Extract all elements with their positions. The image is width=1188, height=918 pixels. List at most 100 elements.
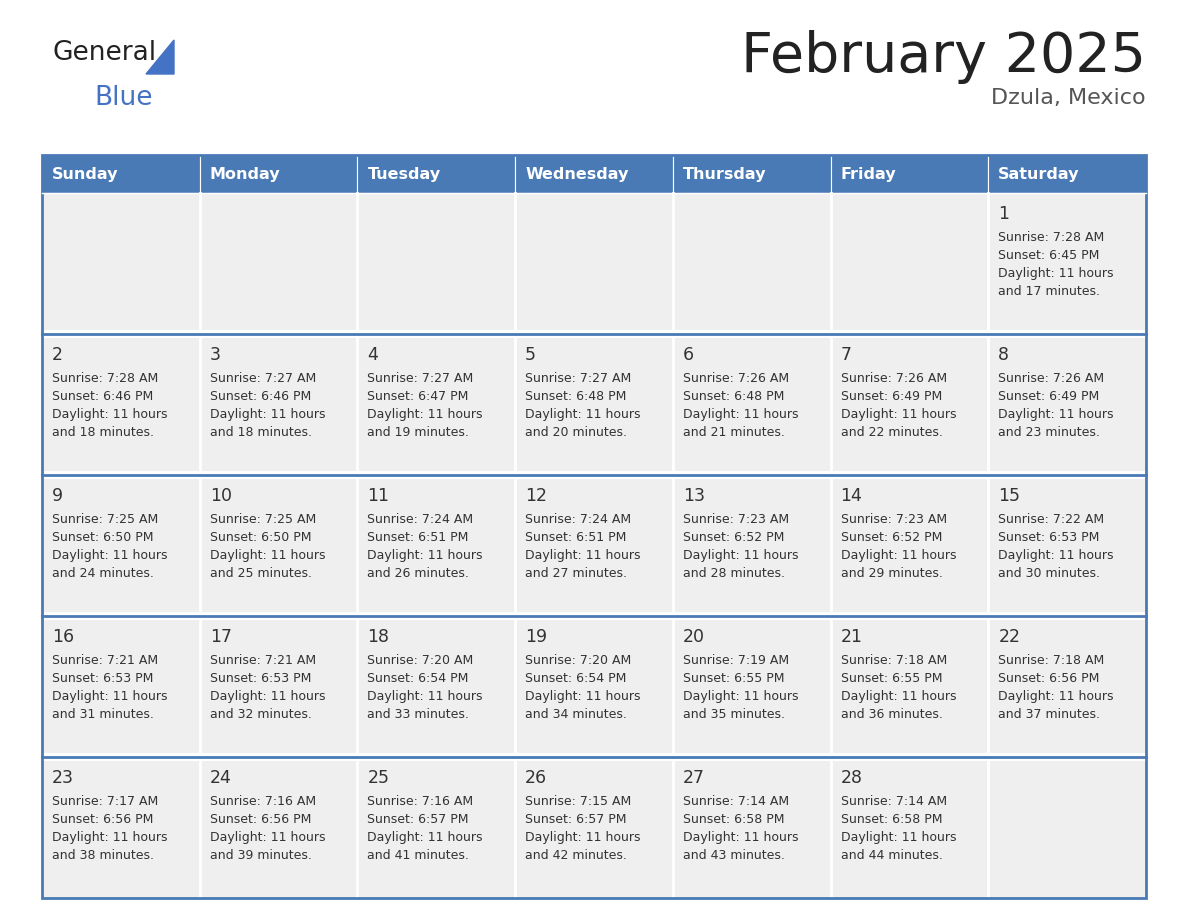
Text: and 35 minutes.: and 35 minutes. [683,708,785,721]
Text: Sunrise: 7:25 AM: Sunrise: 7:25 AM [52,513,158,526]
Bar [42,471,1146,479]
Bar [516,155,672,193]
Text: 26: 26 [525,769,548,787]
Text: 20: 20 [683,628,704,646]
Text: and 43 minutes.: and 43 minutes. [683,849,785,862]
Text: Sunset: 6:52 PM: Sunset: 6:52 PM [841,531,942,544]
Text: Daylight: 11 hours: Daylight: 11 hours [998,267,1114,280]
Text: Daylight: 11 hours: Daylight: 11 hours [683,549,798,562]
Text: Daylight: 11 hours: Daylight: 11 hours [525,831,640,844]
Bar [42,330,1146,338]
Bar [516,334,672,475]
Text: February 2025: February 2025 [741,30,1146,84]
Text: and 42 minutes.: and 42 minutes. [525,849,627,862]
Text: 18: 18 [367,628,390,646]
Text: 11: 11 [367,487,390,505]
Bar [516,757,672,898]
Text: Sunset: 6:56 PM: Sunset: 6:56 PM [998,672,1100,685]
Text: Sunset: 6:57 PM: Sunset: 6:57 PM [367,813,469,826]
Text: Sunday: Sunday [52,166,119,182]
Text: 24: 24 [210,769,232,787]
Bar [42,475,200,616]
Text: and 30 minutes.: and 30 minutes. [998,567,1100,580]
Text: 21: 21 [841,628,862,646]
Text: Sunrise: 7:27 AM: Sunrise: 7:27 AM [525,372,631,385]
Text: Sunrise: 7:25 AM: Sunrise: 7:25 AM [210,513,316,526]
Text: Daylight: 11 hours: Daylight: 11 hours [841,408,956,421]
Text: Dzula, Mexico: Dzula, Mexico [991,88,1146,108]
Text: 28: 28 [841,769,862,787]
Bar [42,612,1146,620]
Text: and 33 minutes.: and 33 minutes. [367,708,469,721]
Text: Daylight: 11 hours: Daylight: 11 hours [52,690,168,703]
Text: Sunrise: 7:21 AM: Sunrise: 7:21 AM [52,654,158,667]
Text: Sunrise: 7:24 AM: Sunrise: 7:24 AM [525,513,631,526]
Text: Sunrise: 7:27 AM: Sunrise: 7:27 AM [367,372,474,385]
Text: 22: 22 [998,628,1020,646]
Text: Daylight: 11 hours: Daylight: 11 hours [367,408,484,421]
Text: Daylight: 11 hours: Daylight: 11 hours [525,408,640,421]
Text: and 39 minutes.: and 39 minutes. [210,849,311,862]
Text: Daylight: 11 hours: Daylight: 11 hours [52,408,168,421]
Text: Sunset: 6:48 PM: Sunset: 6:48 PM [525,390,626,403]
Bar [358,193,516,334]
Bar [830,475,988,616]
Bar [516,475,672,616]
Text: Daylight: 11 hours: Daylight: 11 hours [841,690,956,703]
Text: Sunset: 6:53 PM: Sunset: 6:53 PM [210,672,311,685]
Text: Sunrise: 7:24 AM: Sunrise: 7:24 AM [367,513,474,526]
Text: and 26 minutes.: and 26 minutes. [367,567,469,580]
Text: and 25 minutes.: and 25 minutes. [210,567,311,580]
Text: and 37 minutes.: and 37 minutes. [998,708,1100,721]
Text: Sunset: 6:47 PM: Sunset: 6:47 PM [367,390,469,403]
Text: and 18 minutes.: and 18 minutes. [52,426,154,439]
Text: Sunset: 6:50 PM: Sunset: 6:50 PM [52,531,153,544]
Text: Sunrise: 7:26 AM: Sunrise: 7:26 AM [683,372,789,385]
Text: and 27 minutes.: and 27 minutes. [525,567,627,580]
Text: 2: 2 [52,346,63,364]
Text: and 28 minutes.: and 28 minutes. [683,567,785,580]
Text: Daylight: 11 hours: Daylight: 11 hours [210,831,326,844]
Bar [358,616,516,757]
Text: Blue: Blue [94,85,152,111]
Text: Sunset: 6:51 PM: Sunset: 6:51 PM [367,531,469,544]
Text: 7: 7 [841,346,852,364]
Text: Sunrise: 7:23 AM: Sunrise: 7:23 AM [683,513,789,526]
Text: and 38 minutes.: and 38 minutes. [52,849,154,862]
Text: 13: 13 [683,487,704,505]
Text: Sunset: 6:57 PM: Sunset: 6:57 PM [525,813,626,826]
Bar [42,757,200,898]
Text: Monday: Monday [210,166,280,182]
Text: Sunset: 6:54 PM: Sunset: 6:54 PM [367,672,469,685]
Bar [830,334,988,475]
Text: Daylight: 11 hours: Daylight: 11 hours [998,549,1114,562]
Text: Sunset: 6:48 PM: Sunset: 6:48 PM [683,390,784,403]
Text: Thursday: Thursday [683,166,766,182]
Text: and 23 minutes.: and 23 minutes. [998,426,1100,439]
Text: and 31 minutes.: and 31 minutes. [52,708,154,721]
Text: Sunset: 6:52 PM: Sunset: 6:52 PM [683,531,784,544]
Text: and 20 minutes.: and 20 minutes. [525,426,627,439]
Text: General: General [52,40,156,66]
Text: 17: 17 [210,628,232,646]
Text: and 32 minutes.: and 32 minutes. [210,708,311,721]
Text: Sunrise: 7:28 AM: Sunrise: 7:28 AM [52,372,158,385]
Bar [672,757,830,898]
Text: Sunset: 6:53 PM: Sunset: 6:53 PM [998,531,1100,544]
Text: and 17 minutes.: and 17 minutes. [998,285,1100,298]
Text: Sunset: 6:58 PM: Sunset: 6:58 PM [841,813,942,826]
Bar [988,475,1146,616]
Text: Sunrise: 7:19 AM: Sunrise: 7:19 AM [683,654,789,667]
Bar [42,334,200,475]
Bar [200,334,358,475]
Text: Sunrise: 7:27 AM: Sunrise: 7:27 AM [210,372,316,385]
Text: 6: 6 [683,346,694,364]
Text: Sunrise: 7:23 AM: Sunrise: 7:23 AM [841,513,947,526]
Polygon shape [146,40,173,74]
Text: Sunrise: 7:26 AM: Sunrise: 7:26 AM [841,372,947,385]
Text: Sunrise: 7:21 AM: Sunrise: 7:21 AM [210,654,316,667]
Text: 12: 12 [525,487,548,505]
Text: 25: 25 [367,769,390,787]
Text: and 21 minutes.: and 21 minutes. [683,426,785,439]
Bar [988,155,1146,193]
